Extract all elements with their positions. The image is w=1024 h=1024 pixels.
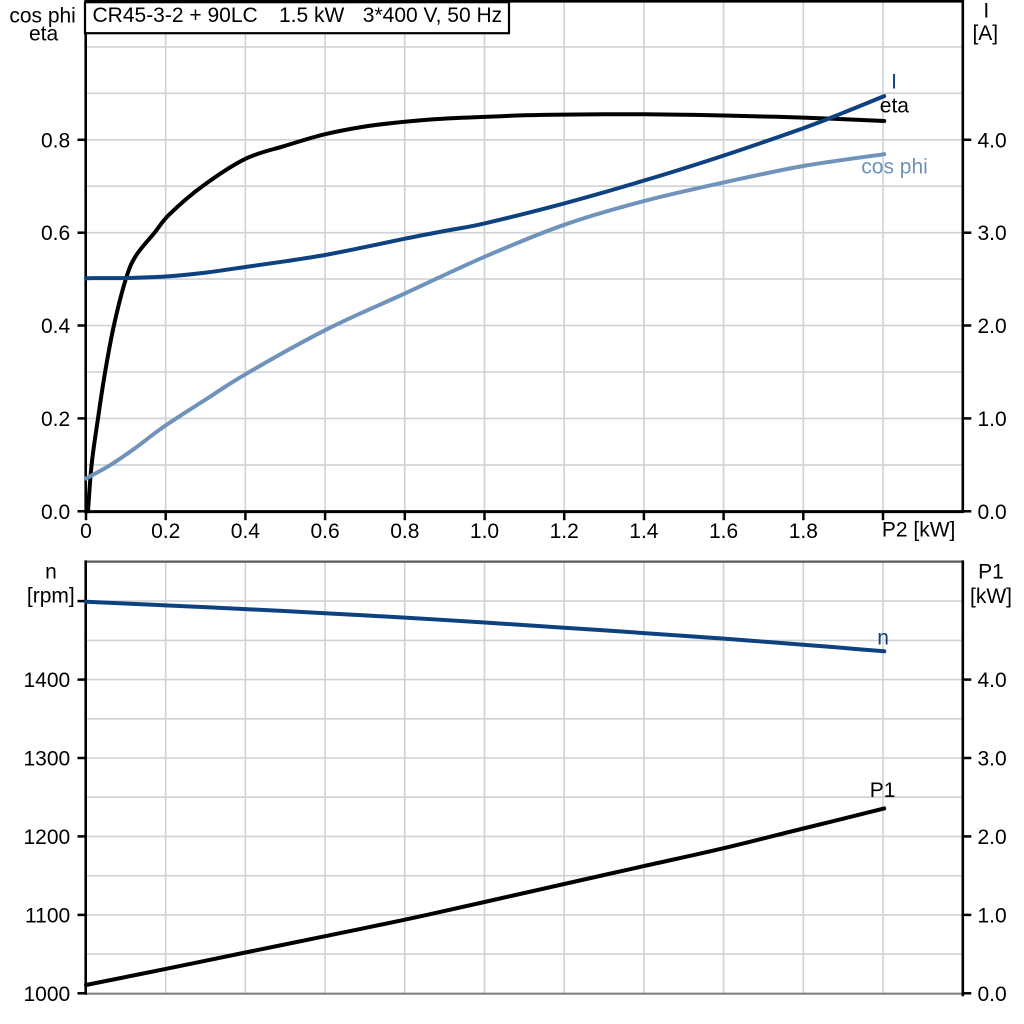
svg-text:1.4: 1.4 (629, 520, 659, 543)
svg-text:1400: 1400 (23, 669, 70, 692)
svg-text:1.0: 1.0 (978, 904, 1007, 927)
svg-text:0.8: 0.8 (41, 129, 70, 152)
svg-text:[A]: [A] (972, 22, 998, 45)
svg-text:[rpm]: [rpm] (27, 584, 75, 607)
svg-text:0.6: 0.6 (41, 222, 70, 245)
svg-text:1200: 1200 (23, 826, 70, 849)
svg-text:3*400 V, 50 Hz: 3*400 V, 50 Hz (363, 4, 502, 27)
svg-text:1300: 1300 (23, 748, 70, 771)
svg-text:3.0: 3.0 (978, 222, 1007, 245)
svg-text:1100: 1100 (25, 904, 70, 927)
svg-text:1.6: 1.6 (709, 520, 738, 543)
svg-text:4.0: 4.0 (978, 669, 1007, 692)
svg-text:2.0: 2.0 (978, 315, 1007, 338)
svg-text:0.0: 0.0 (41, 501, 70, 524)
svg-text:cos phi: cos phi (861, 156, 928, 179)
svg-text:0.2: 0.2 (151, 520, 180, 543)
svg-text:0: 0 (80, 520, 92, 543)
svg-text:2.0: 2.0 (978, 826, 1007, 849)
svg-text:0.4: 0.4 (41, 315, 71, 338)
svg-text:0.4: 0.4 (231, 520, 261, 543)
svg-text:1.0: 1.0 (978, 408, 1007, 431)
svg-text:eta: eta (880, 94, 910, 117)
svg-text:3.0: 3.0 (978, 748, 1007, 771)
svg-text:eta: eta (29, 22, 59, 45)
svg-text:1000: 1000 (23, 983, 70, 1006)
svg-text:n: n (877, 626, 889, 649)
svg-text:P1: P1 (978, 560, 1004, 583)
svg-text:P2 [kW]: P2 [kW] (882, 519, 956, 542)
svg-text:1.2: 1.2 (550, 520, 579, 543)
svg-text:[kW]: [kW] (970, 585, 1012, 608)
svg-text:I: I (983, 0, 989, 22)
svg-text:1.8: 1.8 (789, 520, 818, 543)
svg-text:0.8: 0.8 (390, 520, 419, 543)
svg-text:4.0: 4.0 (978, 129, 1007, 152)
svg-text:0.0: 0.0 (978, 501, 1007, 524)
svg-text:n: n (45, 560, 57, 583)
svg-text:P1: P1 (870, 779, 896, 802)
svg-text:cos phi: cos phi (9, 4, 76, 27)
svg-text:1.0: 1.0 (470, 520, 499, 543)
svg-text:I: I (891, 71, 897, 94)
svg-text:0.0: 0.0 (978, 983, 1007, 1006)
svg-text:0.2: 0.2 (41, 408, 70, 431)
svg-text:0.6: 0.6 (310, 520, 339, 543)
svg-text:CR45-3-2 + 90LC: CR45-3-2 + 90LC (93, 4, 258, 27)
svg-text:1.5 kW: 1.5 kW (279, 4, 345, 27)
